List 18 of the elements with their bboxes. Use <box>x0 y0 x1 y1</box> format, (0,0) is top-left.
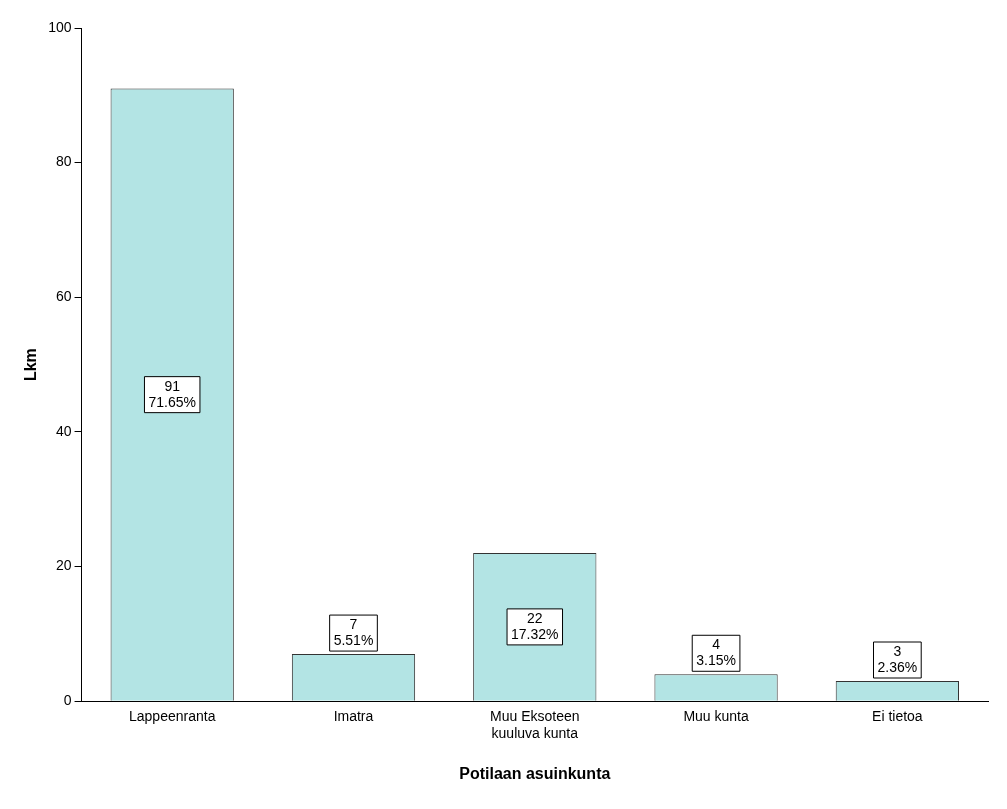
y-tick-label: 80 <box>55 153 72 170</box>
x-axis-title: Potilaan asuinkunta <box>459 764 611 782</box>
data-label: 91 71.65% <box>148 377 196 410</box>
y-tick-label: 60 <box>55 288 72 305</box>
y-axis-title: Lkm <box>22 348 40 382</box>
y-tick-label: 40 <box>55 422 72 439</box>
x-tick-label: Muu Eksoteen kuuluva kunta <box>490 708 580 742</box>
y-tick-label: 100 <box>48 18 72 35</box>
data-label: 7 5.51% <box>333 615 374 648</box>
y-tick-label: 0 <box>63 692 72 709</box>
x-tick-label: Ei tietoa <box>872 708 923 725</box>
x-tick-label: Imatra <box>333 708 374 725</box>
x-tick-label: Lappeenranta <box>128 708 216 725</box>
data-label: 3 2.36% <box>877 642 918 675</box>
data-label: 22 17.32% <box>511 609 559 642</box>
y-tick-label: 20 <box>55 557 72 574</box>
data-label: 4 3.15% <box>696 636 736 669</box>
x-tick-label: Muu kunta <box>683 708 749 725</box>
